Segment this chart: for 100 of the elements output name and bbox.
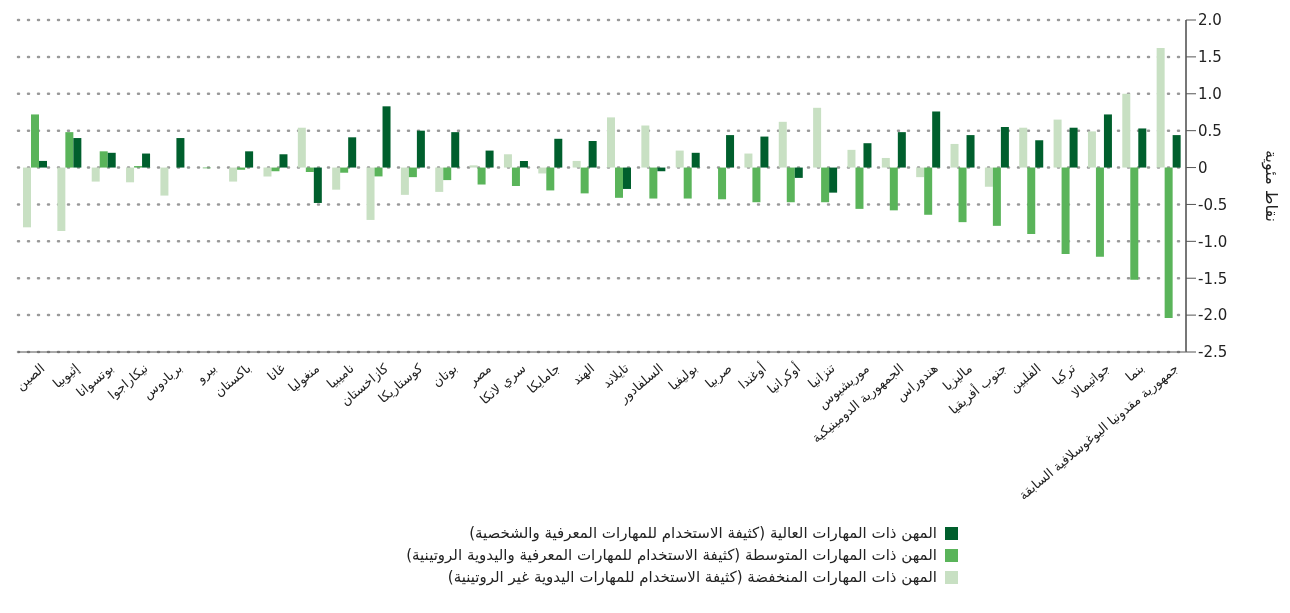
bar	[1156, 48, 1165, 168]
bar	[897, 132, 906, 168]
y-tick-label: 0.5	[1198, 121, 1222, 140]
bar	[958, 167, 967, 223]
bar	[1000, 126, 1009, 168]
bar	[932, 111, 941, 168]
y-tick-label: 1.5	[1198, 48, 1222, 67]
bar	[263, 167, 272, 177]
x-tick-label: صربيا	[702, 360, 736, 392]
bar	[829, 167, 838, 193]
bar	[503, 154, 512, 168]
bar	[1053, 119, 1062, 168]
y-tick-label: -0.5	[1198, 195, 1228, 214]
legend-label: المهن ذات المهارات المتوسطة (كثيفة الاستخدام للمهارات المعرفية واليدوية الروتينية)	[406, 546, 937, 564]
y-tick-label: 2.0	[1198, 11, 1222, 30]
bar	[443, 167, 452, 181]
y-tick-label: -2.5	[1198, 343, 1228, 362]
bar	[992, 167, 1001, 226]
bar	[332, 167, 341, 190]
bar	[126, 167, 135, 183]
bar	[794, 167, 803, 178]
bar	[675, 150, 684, 168]
y-tick-label: -1.5	[1198, 269, 1228, 288]
bar	[435, 167, 444, 192]
x-tick-label: الفلبين	[1006, 360, 1045, 396]
x-tick-label: بوليفيا	[665, 360, 701, 394]
bar	[1087, 131, 1096, 168]
bar	[881, 157, 890, 168]
bar	[607, 117, 615, 168]
bar	[1027, 167, 1036, 234]
y-axis-title: نقاط مئوية	[1261, 150, 1282, 222]
bar	[580, 167, 589, 194]
bar	[485, 150, 494, 168]
bar	[1035, 140, 1044, 168]
bar	[99, 151, 108, 168]
bar	[400, 167, 409, 195]
bar	[855, 167, 864, 209]
bar	[554, 138, 563, 168]
bar	[588, 141, 597, 168]
bar	[683, 167, 692, 199]
bar	[245, 151, 254, 168]
bar	[416, 130, 425, 168]
bar	[760, 136, 769, 168]
bar	[1019, 127, 1028, 168]
bar	[451, 132, 460, 168]
bar	[752, 167, 761, 203]
bar	[1061, 167, 1070, 254]
bar	[39, 160, 47, 168]
bar	[1130, 167, 1139, 280]
bar	[176, 138, 185, 168]
bar	[142, 153, 151, 168]
bar	[469, 165, 478, 168]
bar	[778, 121, 787, 168]
bar	[691, 152, 700, 168]
y-tick-label: -1.0	[1198, 232, 1228, 251]
bar	[641, 125, 650, 168]
bar	[1103, 114, 1112, 168]
bar	[382, 106, 391, 168]
bar	[340, 167, 349, 173]
y-tick-label: 0	[1198, 158, 1208, 177]
bar	[984, 167, 993, 187]
bar	[623, 167, 631, 189]
bar	[572, 160, 581, 168]
x-tick-label: بيرو	[192, 360, 220, 387]
bar	[511, 167, 520, 186]
y-tick-label: 1.0	[1198, 85, 1222, 104]
bar	[305, 167, 314, 172]
bar	[786, 167, 795, 203]
y-tick-label: -2.0	[1198, 306, 1228, 325]
bar	[348, 137, 357, 168]
bar	[366, 167, 375, 220]
bar	[57, 167, 66, 231]
bar	[1095, 167, 1104, 257]
bar	[726, 135, 735, 168]
bar	[924, 167, 933, 215]
bar	[1172, 135, 1181, 168]
bar	[916, 167, 925, 178]
bar	[519, 160, 528, 168]
bar	[279, 154, 288, 168]
bar	[23, 167, 31, 228]
x-tick-label: الصين	[12, 360, 49, 394]
x-tick-label: جامايكا	[524, 360, 563, 397]
bar	[1164, 167, 1173, 319]
bar	[408, 167, 417, 178]
x-tick-label: الهند	[568, 360, 598, 389]
bar	[297, 127, 306, 168]
bar	[718, 167, 727, 200]
bar	[1138, 128, 1147, 168]
bar	[73, 138, 82, 168]
bar	[649, 167, 658, 199]
bar	[546, 167, 555, 191]
bar	[160, 167, 169, 196]
bar	[966, 135, 975, 168]
bar	[813, 107, 822, 168]
legend-label: المهن ذات المهارات المنخفضة (كثيفة الاستخدام للمهارات اليدوية غير الروتينية)	[447, 568, 937, 586]
bar	[1069, 127, 1078, 168]
bar	[950, 143, 959, 168]
bar	[31, 114, 39, 168]
bar	[821, 167, 830, 203]
bar	[1122, 93, 1131, 168]
